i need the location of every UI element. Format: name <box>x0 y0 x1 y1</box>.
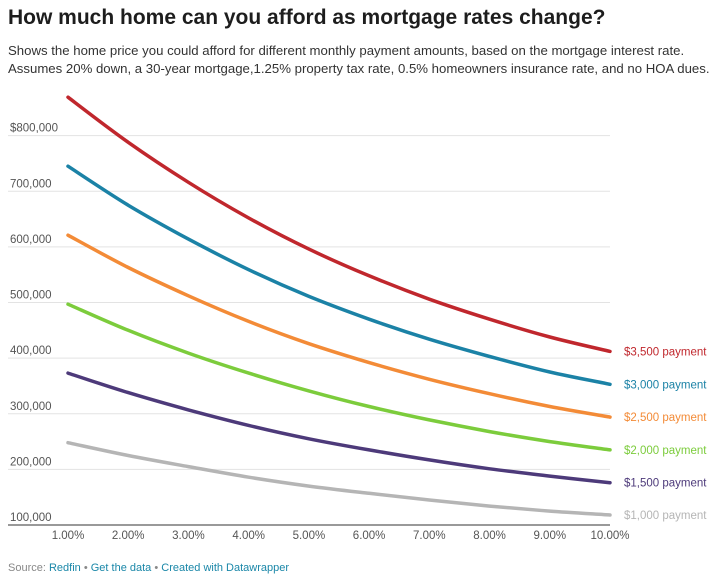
x-tick-label: 2.00% <box>112 530 145 542</box>
y-tick-label: 400,000 <box>10 345 52 357</box>
x-tick-label: 7.00% <box>413 530 446 542</box>
line-chart: 100,000 200,000 300,000 400,000 500,000 600,0… <box>8 95 707 542</box>
y-tick-label: 600,000 <box>10 234 52 246</box>
footer-separator: • <box>80 562 91 574</box>
series-line <box>66 164 612 387</box>
x-tick-label: 4.00% <box>232 530 265 542</box>
series-labels: $3,500 payment $3,000 payment $2,500 payme… <box>624 346 707 522</box>
series-lines <box>66 95 612 517</box>
x-tick-label: 3.00% <box>172 530 205 542</box>
series-label: $1,000 payment <box>624 510 707 522</box>
footer-separator: • <box>151 562 162 574</box>
series-label: $3,500 payment <box>624 346 707 358</box>
series-label: $1,500 payment <box>624 478 707 490</box>
source-label: Source: <box>8 562 49 574</box>
x-tick-label: 8.00% <box>473 530 506 542</box>
x-axis-ticks: 1.00% 2.00% 3.00% 4.00% 5.00% 6.00% 7.00% 8.00%… <box>52 530 630 542</box>
series-line <box>66 440 612 517</box>
source-link[interactable]: Redfin <box>48 562 81 574</box>
y-tick-label: 200,000 <box>10 456 52 468</box>
y-tick-label: 700,000 <box>10 178 52 190</box>
datawrapper-link[interactable]: Created with Datawrapper <box>161 562 290 574</box>
y-axis-ticks: 100,000 200,000 300,000 400,000 500,000 600,0… <box>10 123 58 524</box>
series-label: $3,000 payment <box>624 379 707 391</box>
x-tick-label: 10.00% <box>590 530 629 542</box>
y-tick-label: 100,000 <box>10 512 52 524</box>
x-tick-label: 9.00% <box>533 530 566 542</box>
series-line <box>66 233 612 419</box>
series-line <box>66 302 612 452</box>
grid-lines <box>8 135 610 526</box>
x-tick-label: 1.00% <box>52 530 85 542</box>
series-label: $2,500 payment <box>624 412 707 424</box>
series-line <box>66 371 612 485</box>
x-tick-label: 5.00% <box>293 530 326 542</box>
y-tick-label: 300,000 <box>10 401 52 413</box>
y-tick-label: $800,000 <box>10 123 58 135</box>
y-tick-label: 500,000 <box>10 290 52 302</box>
chart-footer: Source: Redfin • Get the data • Created … <box>8 562 289 574</box>
chart-title: How much home can you afford as mortgage… <box>8 6 606 29</box>
chart-subtitle: Shows the home price you could afford fo… <box>8 43 710 76</box>
x-tick-label: 6.00% <box>353 530 386 542</box>
series-label: $2,000 payment <box>624 445 707 457</box>
get-data-link[interactable]: Get the data <box>90 562 152 574</box>
series-line <box>66 95 612 354</box>
